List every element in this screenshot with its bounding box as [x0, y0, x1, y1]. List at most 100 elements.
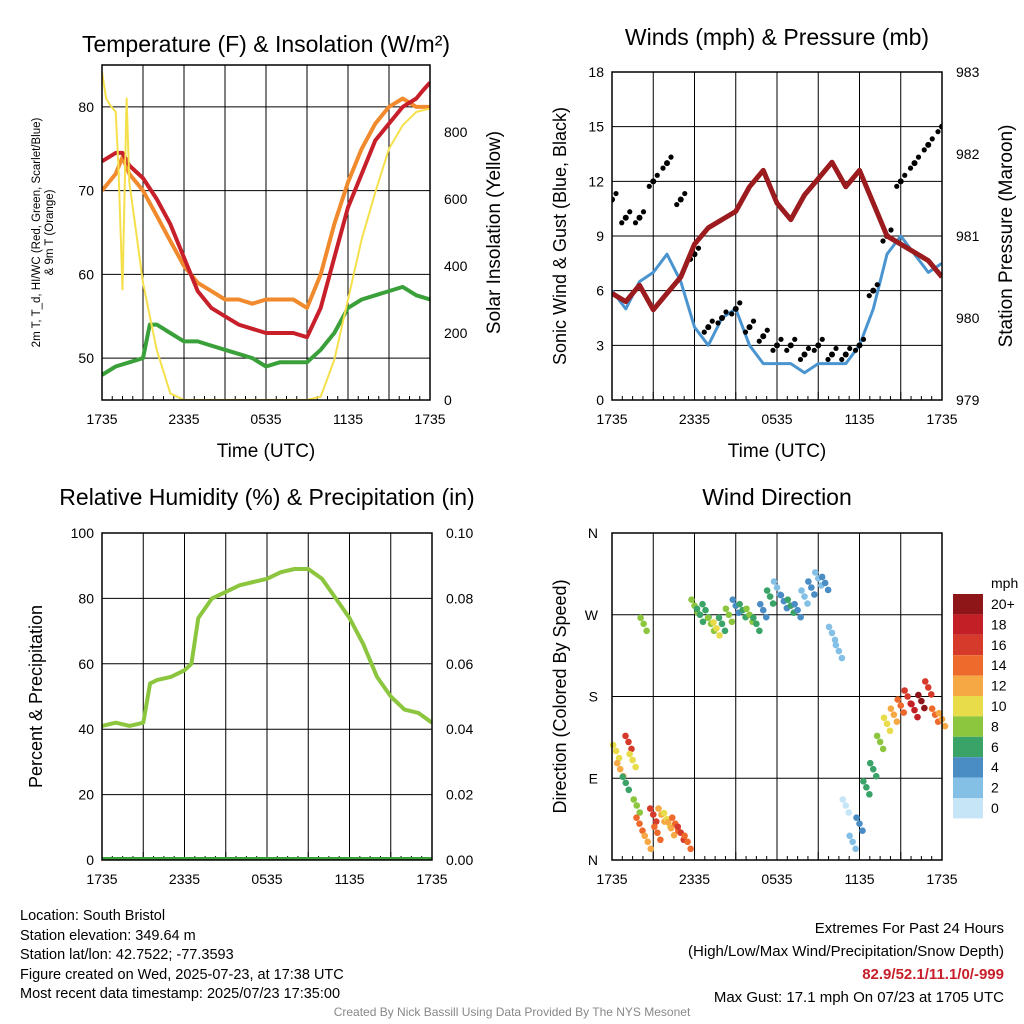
x-tick-label: 1735	[926, 871, 957, 887]
gust-point	[636, 214, 643, 221]
y-axis-label: Direction (Colored By Speed)	[550, 579, 570, 813]
gust-point	[907, 165, 914, 171]
extremes-values: 82.9/52.1/11.1/0/-999	[862, 966, 1004, 983]
y-right-tick-label: 0.08	[446, 590, 473, 606]
direction-point	[856, 820, 863, 827]
direction-point	[893, 718, 901, 725]
direction-point	[688, 596, 695, 603]
legend-swatch	[953, 614, 983, 635]
gust-point	[750, 318, 757, 324]
gust-point	[613, 190, 619, 197]
direction-point	[838, 654, 846, 662]
direction-point	[866, 759, 874, 767]
direction-point	[811, 591, 818, 598]
x-tick-label: 0535	[761, 871, 792, 887]
direction-point	[804, 600, 811, 607]
y-tick-label: 80	[78, 99, 94, 115]
elevation-text: Station elevation: 349.64 m	[20, 927, 196, 944]
gust-point	[925, 141, 932, 148]
direction-point	[625, 738, 632, 746]
direction-point	[842, 802, 850, 809]
direction-point	[753, 620, 760, 628]
gust-point	[852, 347, 859, 353]
chart-panel-2: Winds (mph) & Pressure (mb) 1735 2335 0535 1…	[550, 24, 1017, 462]
y-right-tick-label: 983	[956, 64, 980, 80]
direction-point	[729, 596, 737, 603]
x-tick-label: 2335	[169, 871, 200, 887]
gust-point	[811, 347, 817, 353]
direction-point	[921, 678, 929, 685]
gust-point	[650, 178, 657, 185]
series-line-1	[102, 567, 432, 728]
direction-point	[716, 632, 723, 639]
direction-point	[797, 613, 804, 621]
direction-point	[710, 619, 717, 626]
chart-title: Relative Humidity (%) & Precipitation (i…	[59, 484, 474, 510]
gust-point	[943, 118, 948, 123]
direction-point	[860, 778, 867, 785]
direction-point	[876, 738, 884, 746]
y-right-tick-label: 200	[444, 325, 468, 341]
direction-point	[846, 832, 853, 840]
gust-point	[833, 345, 839, 352]
direction-point	[629, 756, 636, 764]
plot-frame	[611, 71, 943, 401]
x-tick-label: 1735	[596, 871, 627, 887]
x-tick-label: 0535	[761, 411, 792, 427]
direction-point	[728, 618, 736, 626]
direction-point	[918, 697, 925, 705]
x-tick-label: 2335	[168, 411, 199, 427]
legend-swatch	[953, 696, 983, 717]
legend-swatch	[953, 736, 983, 758]
y-tick-label: 0	[596, 392, 604, 408]
legend-swatch	[953, 655, 983, 676]
x-tick-label: 2335	[679, 411, 710, 427]
gust-point	[677, 196, 684, 203]
y-tick-label: 100	[71, 525, 95, 541]
x-tick-label: 1135	[334, 871, 364, 887]
gust-point	[784, 347, 790, 353]
direction-point	[935, 709, 943, 717]
gust-point	[654, 172, 660, 178]
direction-point	[832, 641, 840, 649]
direction-point	[762, 613, 770, 621]
direction-point	[609, 741, 617, 749]
direction-point	[887, 705, 895, 712]
y-right-tick-label: 0.06	[446, 656, 473, 672]
direction-point	[704, 614, 712, 622]
direction-point	[643, 627, 650, 635]
y-tick-label: 18	[588, 64, 604, 80]
y-right-tick-label: 0.02	[446, 787, 473, 803]
y-tick-label: 40	[78, 721, 94, 737]
gust-point	[847, 345, 853, 352]
direction-point	[736, 600, 743, 608]
created-text: Figure created on Wed, 2025-07-23, at 17…	[20, 966, 344, 983]
legend-swatch	[953, 777, 983, 798]
direction-point	[628, 745, 635, 753]
gust-point	[640, 209, 647, 215]
direction-point	[818, 573, 826, 581]
direction-point	[646, 805, 654, 812]
direction-point	[859, 827, 866, 834]
gust-point	[737, 300, 743, 306]
direction-point	[633, 814, 640, 821]
y-right-tick-label: 982	[956, 146, 980, 162]
gust-point	[874, 282, 880, 288]
direction-point	[622, 779, 630, 787]
gust-point	[742, 329, 749, 335]
direction-point	[824, 586, 832, 594]
direction-point	[639, 827, 646, 834]
y-axis-label: 2m T, T_d, HI/WC (Red, Green, Scarlet/Bl…	[31, 118, 43, 348]
latlon-text: Station lat/lon: 42.7522; -77.3593	[20, 947, 234, 963]
legend-label: 18	[991, 616, 1007, 632]
direction-point	[654, 829, 661, 837]
y-tick-label: 12	[588, 173, 604, 189]
y-tick-label: 50	[78, 350, 94, 366]
legend-title: mph	[991, 575, 1018, 591]
legend-swatch	[953, 634, 983, 656]
y-axis-label-line2: & 9m T (Orange)	[44, 189, 56, 275]
direction-point	[713, 625, 720, 632]
y-tick-label: N	[588, 525, 598, 541]
gust-point	[839, 356, 845, 363]
